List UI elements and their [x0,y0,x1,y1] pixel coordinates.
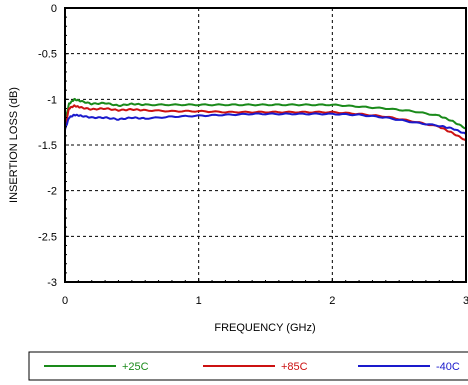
y-tick-label: -2 [47,186,57,198]
x-axis-label: FREQUENCY (GHz) [214,322,315,334]
series-line [64,97,467,130]
x-tick-label: 3 [463,295,468,307]
legend: +25C +85C -40C [28,351,468,381]
y-tick-label: -1 [47,94,57,106]
legend-label-minus40c: -40C [436,361,460,373]
series-line [64,112,467,135]
y-tick-label: -3 [47,277,57,289]
y-tick-label: -1.5 [38,140,57,152]
grid-lines [65,8,466,282]
x-tick-label: 0 [62,295,68,307]
y-axis-label: INSERTION LOSS (dB) [8,87,20,203]
axis-ticks: 0 -0.5 -1 -1.5 -2 -2.5 -3 0 1 2 3 [38,3,468,307]
series-lines [64,97,467,142]
legend-label-25c: +25C [122,361,149,373]
legend-label-85c: +85C [281,361,308,373]
y-tick-label: -2.5 [38,231,57,243]
y-tick-label: 0 [51,3,57,15]
y-tick-label: -0.5 [38,49,57,61]
x-tick-label: 1 [196,295,202,307]
x-tick-label: 2 [329,295,335,307]
